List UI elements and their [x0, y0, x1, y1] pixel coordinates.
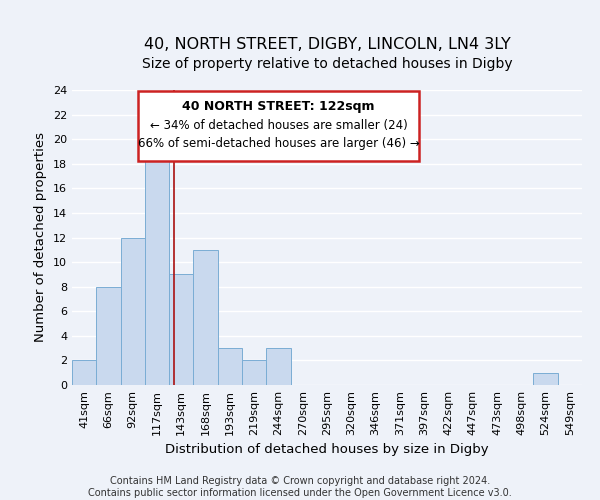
Bar	[242, 360, 266, 385]
Text: Contains public sector information licensed under the Open Government Licence v3: Contains public sector information licen…	[88, 488, 512, 498]
Bar	[96, 286, 121, 385]
Y-axis label: Number of detached properties: Number of detached properties	[34, 132, 47, 342]
Bar	[145, 139, 169, 385]
Bar	[169, 274, 193, 385]
Bar	[72, 360, 96, 385]
Text: Contains HM Land Registry data © Crown copyright and database right 2024.: Contains HM Land Registry data © Crown c…	[110, 476, 490, 486]
X-axis label: Distribution of detached houses by size in Digby: Distribution of detached houses by size …	[165, 444, 489, 456]
Text: ← 34% of detached houses are smaller (24): ← 34% of detached houses are smaller (24…	[149, 120, 407, 132]
FancyBboxPatch shape	[139, 92, 419, 161]
Bar	[266, 348, 290, 385]
Bar	[121, 238, 145, 385]
Text: 40, NORTH STREET, DIGBY, LINCOLN, LN4 3LY: 40, NORTH STREET, DIGBY, LINCOLN, LN4 3L…	[143, 36, 511, 52]
Text: 40 NORTH STREET: 122sqm: 40 NORTH STREET: 122sqm	[182, 100, 375, 114]
Text: Size of property relative to detached houses in Digby: Size of property relative to detached ho…	[142, 57, 512, 71]
Text: 66% of semi-detached houses are larger (46) →: 66% of semi-detached houses are larger (…	[137, 137, 419, 150]
Bar	[193, 250, 218, 385]
Bar	[533, 372, 558, 385]
Bar	[218, 348, 242, 385]
